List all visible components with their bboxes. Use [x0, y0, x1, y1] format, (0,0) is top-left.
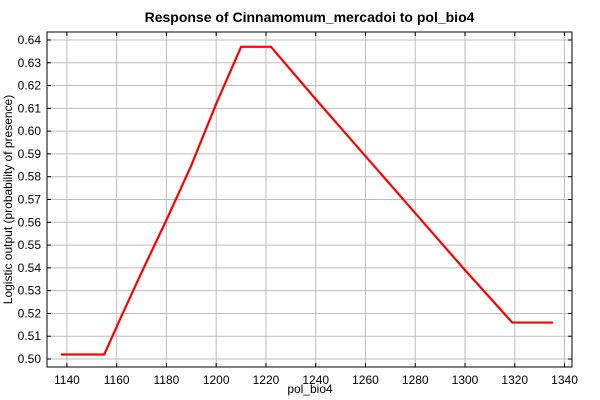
- response-curve-point: [140, 271, 143, 274]
- response-curve-point: [120, 314, 123, 317]
- response-curve-point: [364, 155, 367, 158]
- response-curve-point: [215, 102, 218, 105]
- x-tick-label: 1240: [302, 373, 329, 387]
- x-tick-label: 1140: [54, 373, 80, 387]
- y-tick-label: 0.63: [18, 56, 42, 70]
- response-curve-point: [190, 164, 193, 167]
- y-tick-label: 0.60: [18, 124, 42, 138]
- response-curve-point: [269, 45, 273, 48]
- axis-ticks: 1140 1160 1180 1200 1220 1240 1260 1280 1300 1320…: [18, 32, 578, 387]
- response-curve-point: [103, 353, 106, 356]
- x-tick-label: 1220: [253, 373, 280, 387]
- x-tick-label: 1260: [352, 373, 379, 387]
- y-tick-label: 0.59: [18, 147, 42, 161]
- y-tick-label: 0.55: [18, 238, 42, 252]
- response-curve-point: [165, 218, 168, 222]
- response-curve-point: [314, 98, 317, 101]
- x-tick-label: 1180: [154, 373, 180, 387]
- y-axis-label: Logistic output (probability of presence…: [1, 95, 15, 304]
- response-curve-point: [511, 321, 514, 324]
- y-tick-label: 0.61: [18, 101, 42, 115]
- grid: [47, 32, 572, 367]
- response-curve-point: [463, 269, 467, 272]
- response-curve-point: [60, 353, 64, 356]
- chart-title: Response of Cinnamomum_mercadoi to pol_b…: [145, 9, 475, 25]
- response-curve-point: [234, 57, 238, 60]
- y-tick-label: 0.51: [18, 329, 42, 343]
- x-tick-label: 1340: [551, 373, 578, 387]
- y-tick-label: 0.52: [18, 306, 42, 320]
- y-tick-label: 0.53: [18, 284, 42, 298]
- y-tick-label: 0.58: [18, 170, 42, 184]
- response-curve-point: [414, 212, 417, 215]
- y-tick-label: 0.56: [18, 215, 42, 229]
- x-axis-label: pol_bio4: [287, 382, 333, 396]
- y-tick-label: 0.62: [18, 79, 42, 93]
- response-curve-line: [60, 45, 554, 356]
- x-tick-label: 1320: [501, 373, 528, 387]
- x-tick-label: 1300: [452, 373, 479, 387]
- y-tick-label: 0.54: [18, 261, 42, 275]
- response-curve-point: [239, 45, 243, 48]
- response-curve-point: [550, 321, 554, 324]
- y-tick-label: 0.57: [18, 193, 42, 207]
- x-tick-label: 1200: [203, 373, 230, 387]
- series-layer: [60, 45, 554, 356]
- y-tick-label: 0.64: [18, 33, 42, 47]
- x-tick-label: 1160: [104, 373, 130, 387]
- x-tick-label: 1280: [402, 373, 429, 387]
- y-tick-label: 0.50: [18, 352, 42, 366]
